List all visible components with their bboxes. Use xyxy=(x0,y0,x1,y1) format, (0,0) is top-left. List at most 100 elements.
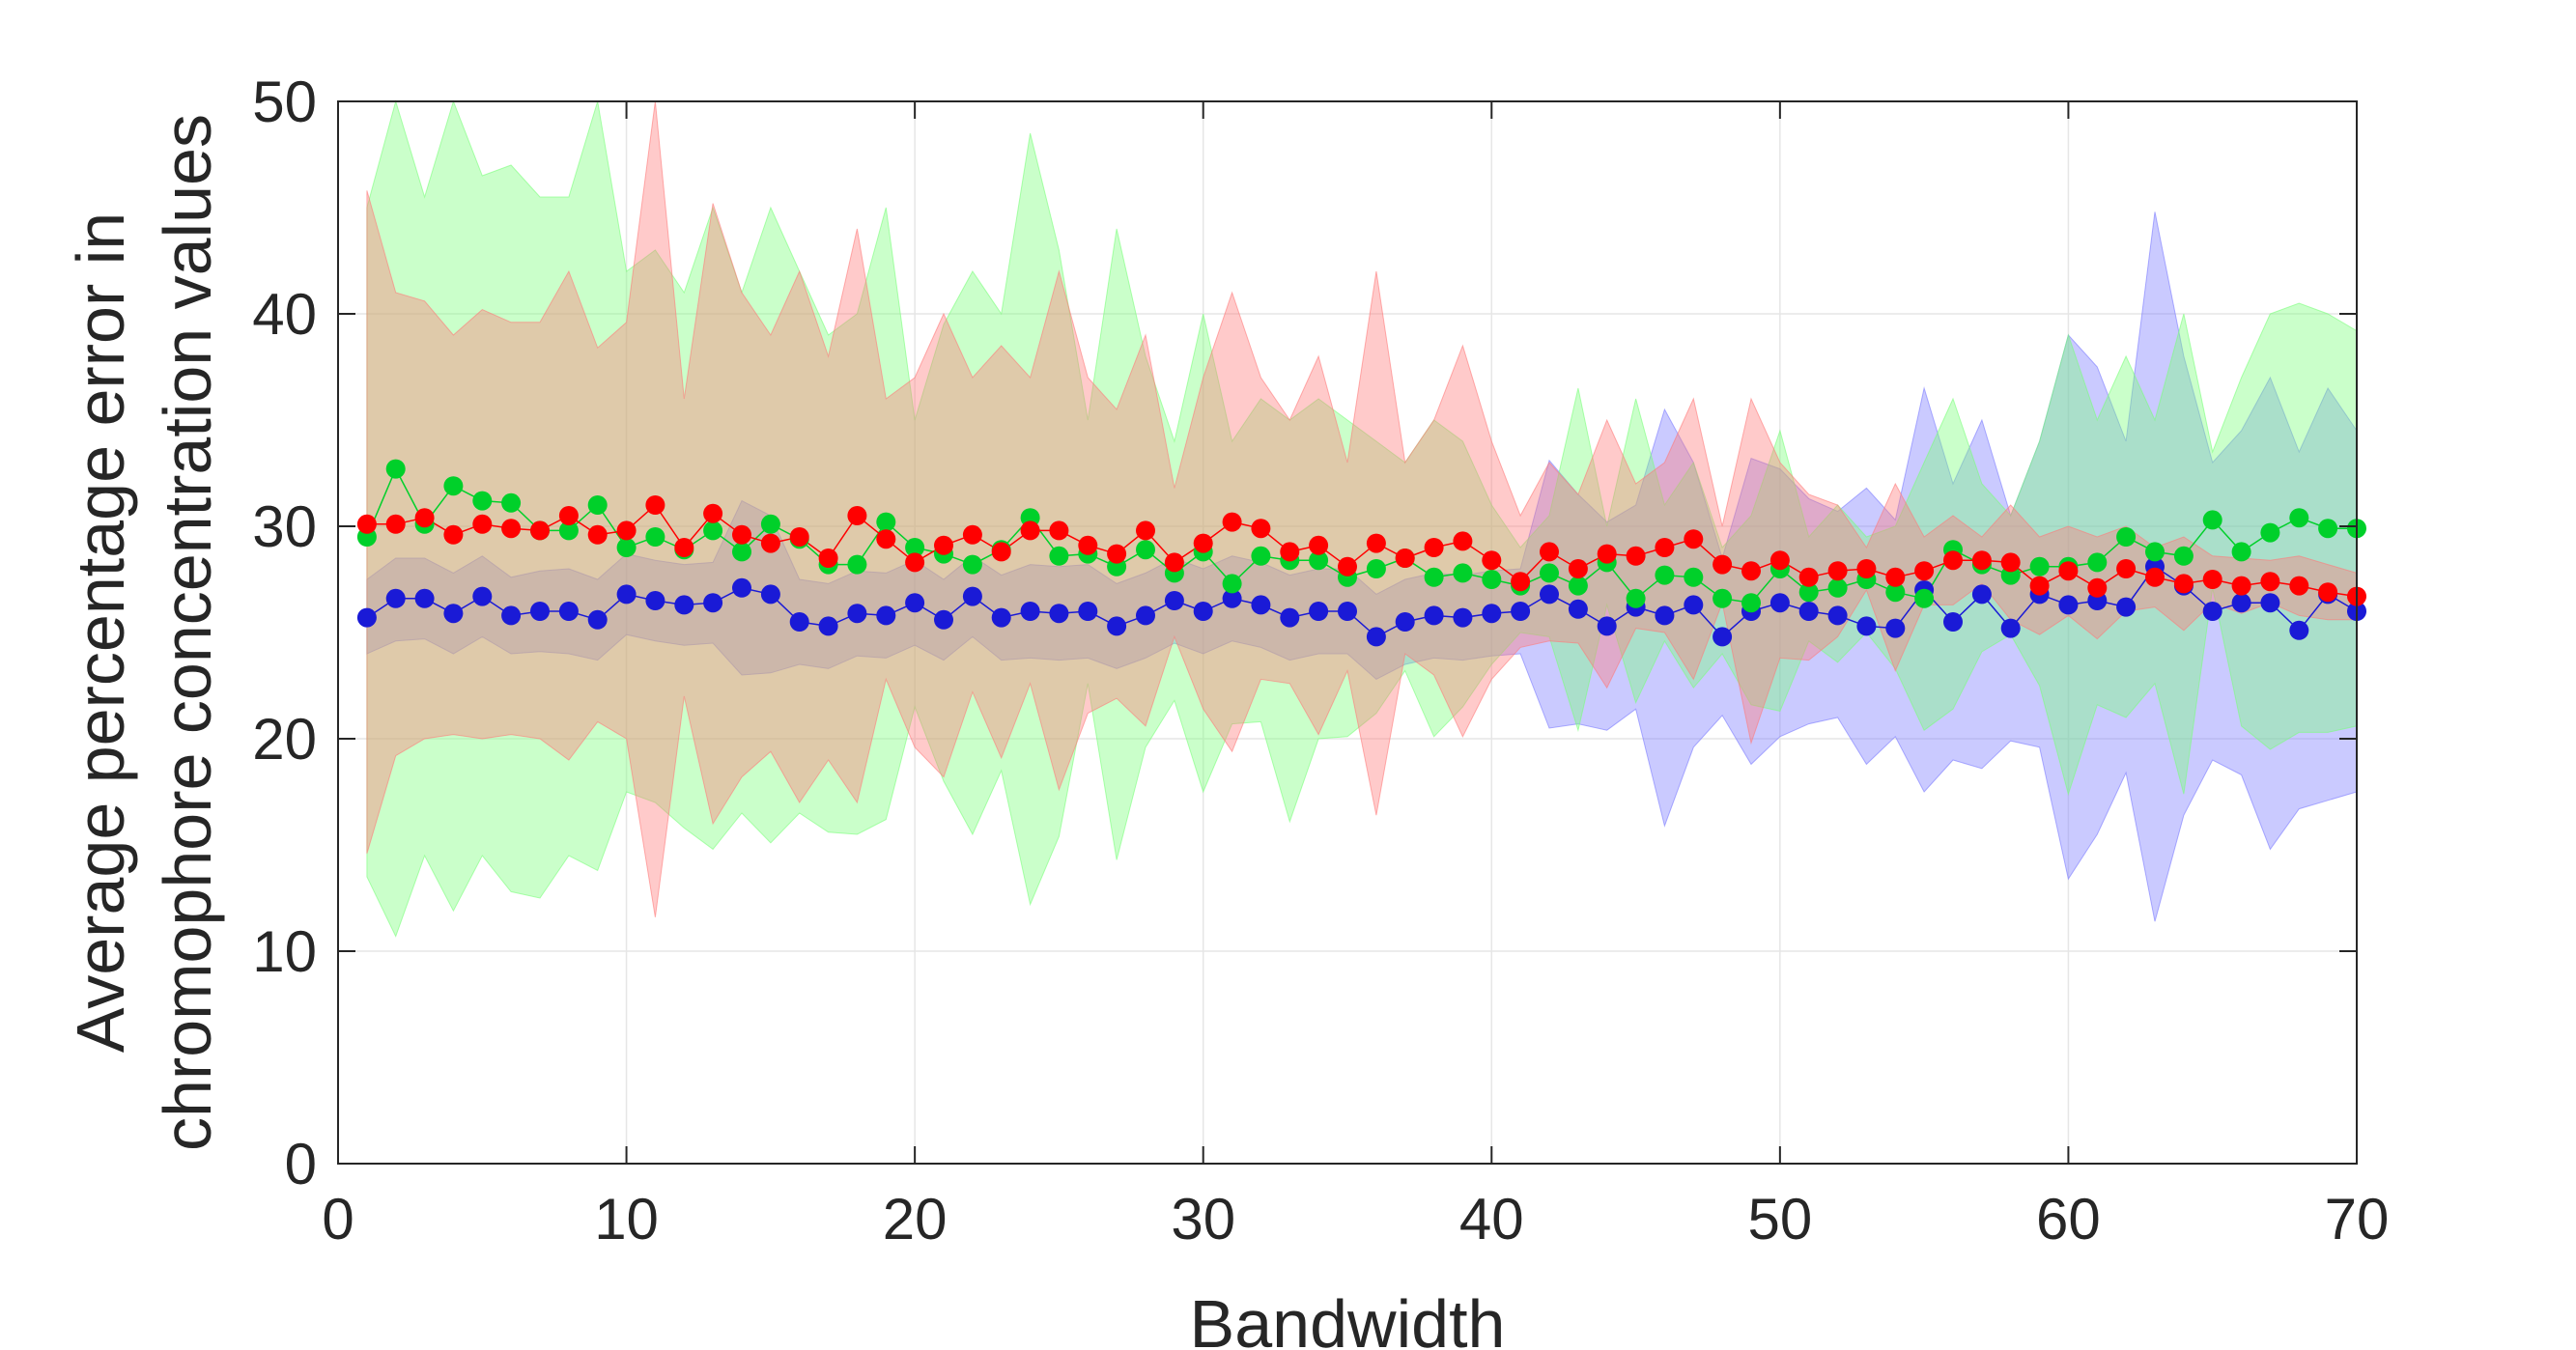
series-1-point xyxy=(2231,593,2251,613)
series-2-point xyxy=(1827,577,1848,598)
series-3-point xyxy=(2029,576,2050,596)
series-3-point xyxy=(1107,544,1127,564)
series-1-point xyxy=(1943,612,1963,632)
series-1-point xyxy=(1366,627,1386,647)
grid-lines xyxy=(338,101,2357,1164)
series-3-point xyxy=(1049,520,1069,541)
series-1-point xyxy=(1856,616,1877,636)
series-2-point xyxy=(645,527,665,547)
series-3-point xyxy=(2173,574,2194,594)
series-2-point xyxy=(2029,556,2050,577)
x-axis-ticks: 0 10 20 30 40 50 60 70 xyxy=(322,101,2389,1252)
series-3-line xyxy=(366,503,2358,598)
series-1-point xyxy=(1395,612,1415,632)
series-1-point xyxy=(1222,588,1242,608)
x-axis-label: Bandwidth xyxy=(1190,1286,1506,1350)
series-3-point xyxy=(2116,559,2137,578)
series-1-point xyxy=(1453,607,1473,628)
series-2-point xyxy=(1885,582,1906,603)
series-3-point xyxy=(2145,567,2165,587)
series-3-point xyxy=(2000,552,2021,573)
series-1-point xyxy=(818,616,838,636)
series-2-point xyxy=(1626,588,1646,608)
series-lines xyxy=(366,466,2358,638)
series-2-line xyxy=(366,466,2357,605)
series-3-point xyxy=(1164,552,1184,573)
series-3-point xyxy=(1856,559,1877,578)
series-3-point xyxy=(1020,520,1040,541)
series-3-point xyxy=(356,514,377,534)
series-1-point xyxy=(732,577,751,598)
series-3-point xyxy=(616,520,637,541)
series-1-point xyxy=(443,604,464,624)
series-2-point xyxy=(1482,570,1502,589)
series-1-point xyxy=(1769,593,1790,613)
series-1-point xyxy=(1798,602,1819,621)
series-1-point xyxy=(876,605,896,626)
series-1-point xyxy=(1511,602,1531,621)
series-2-point xyxy=(558,520,579,541)
series-3-point xyxy=(1568,559,1588,578)
x-tick-label: 40 xyxy=(1459,1187,1524,1252)
series-1-point xyxy=(1078,602,1098,621)
series-3-point xyxy=(1366,533,1386,553)
series-1-point xyxy=(789,612,809,632)
series-3-point xyxy=(1540,542,1559,562)
series-1-point xyxy=(1713,627,1733,647)
series-2-point xyxy=(443,476,464,496)
series-1-point xyxy=(385,588,406,608)
series-1-point xyxy=(1193,602,1213,621)
x-tick-label: 10 xyxy=(594,1187,659,1252)
series-2-point xyxy=(1251,546,1271,566)
series-3-point xyxy=(818,548,838,568)
series-3-point xyxy=(1943,550,1963,571)
series-3-point xyxy=(1914,561,1935,581)
series-3-point xyxy=(587,524,608,545)
series-3-point xyxy=(1453,531,1473,551)
series-3-point xyxy=(1684,529,1704,549)
series-1-point xyxy=(1482,604,1502,624)
series-1-point xyxy=(1885,618,1906,638)
series-3-point xyxy=(732,524,751,545)
series-2-point xyxy=(1741,593,1761,613)
series-1-point xyxy=(674,595,694,615)
series-1-point xyxy=(847,604,867,624)
series-3-point xyxy=(1222,512,1242,532)
series-3-point xyxy=(443,524,464,545)
x-tick-label: 30 xyxy=(1171,1187,1235,1252)
series-2-point xyxy=(587,495,608,515)
series-3-point xyxy=(1482,550,1502,571)
series-1-point xyxy=(1309,602,1329,621)
series-3-point xyxy=(1136,520,1155,541)
series-3-point xyxy=(472,514,493,534)
series-1-point xyxy=(1280,607,1300,628)
series-1-point xyxy=(2202,602,2222,621)
series-3-point xyxy=(2289,576,2309,596)
series-3-point xyxy=(703,503,723,523)
series-1-point xyxy=(414,588,435,608)
series-3-point xyxy=(789,527,809,547)
series-3-point xyxy=(2058,561,2079,581)
series-3-point xyxy=(1827,561,1848,581)
series-3-point xyxy=(530,520,550,541)
series-1-point xyxy=(1655,605,1675,626)
series-1-point xyxy=(703,593,723,613)
series-1-point xyxy=(1597,616,1617,636)
series-2-point xyxy=(1540,563,1559,583)
series-3-point xyxy=(2318,582,2338,603)
series-2-point xyxy=(501,492,522,513)
series-3-point xyxy=(934,535,953,555)
series-2-point xyxy=(385,459,406,479)
series-1-point xyxy=(2289,620,2309,640)
series-3-point xyxy=(674,538,694,557)
series-1-point xyxy=(991,607,1011,628)
series-2-point xyxy=(1136,540,1155,560)
series-3-point xyxy=(1597,544,1617,564)
y-tick-label: 0 xyxy=(285,1132,317,1196)
series-2-point xyxy=(1684,567,1704,587)
series-1-point xyxy=(934,609,953,630)
series-2-point xyxy=(732,542,751,562)
series-1-point xyxy=(472,586,493,606)
series-2-point xyxy=(1366,559,1386,578)
